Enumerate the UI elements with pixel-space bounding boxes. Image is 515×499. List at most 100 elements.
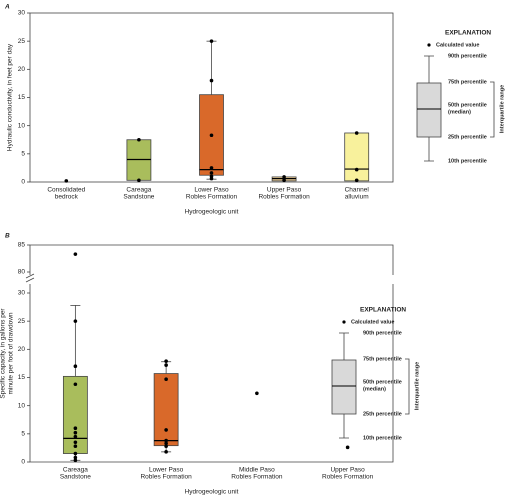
x-axis-label: Hydrogeologic unit bbox=[185, 209, 239, 216]
x-tick-label: Sandstone bbox=[60, 474, 91, 481]
data-point bbox=[73, 455, 78, 460]
x-tick-label: Lower Paso bbox=[194, 187, 229, 194]
data-point bbox=[73, 364, 78, 369]
data-point bbox=[73, 451, 78, 456]
x-tick-label: Middle Paso bbox=[239, 467, 275, 474]
data-point bbox=[137, 178, 141, 183]
data-point bbox=[354, 167, 359, 172]
data-point bbox=[255, 391, 259, 396]
x-tick-label: Careaga bbox=[126, 187, 151, 194]
data-point bbox=[209, 133, 214, 138]
explanation-label: 25th percentile bbox=[363, 411, 402, 417]
data-point bbox=[282, 178, 286, 183]
data-point bbox=[137, 137, 141, 142]
x-tick-label: alluvium bbox=[345, 194, 369, 201]
y-tick-label: 85 bbox=[18, 242, 26, 249]
explanation-label: 90th percentile bbox=[363, 330, 402, 336]
data-point bbox=[164, 441, 168, 446]
explanation-label: (median) bbox=[363, 386, 386, 392]
y-tick-label: 5 bbox=[21, 151, 25, 158]
data-point bbox=[354, 178, 359, 183]
data-point bbox=[164, 438, 168, 443]
x-tick-label: Robles Formation bbox=[322, 474, 374, 481]
data-point bbox=[209, 78, 214, 83]
explanation-label: (median) bbox=[448, 109, 471, 115]
data-point bbox=[209, 176, 214, 181]
y-tick-label: 20 bbox=[18, 66, 26, 73]
data-point bbox=[73, 434, 78, 439]
explanation-label: 25th percentile bbox=[448, 134, 487, 140]
data-point bbox=[164, 377, 168, 381]
explanation-label: Calculated value bbox=[351, 319, 394, 325]
explanation-dot bbox=[427, 43, 431, 47]
x-tick-label: Upper Paso bbox=[330, 467, 365, 474]
data-point bbox=[345, 445, 350, 450]
x-tick-label: Consolidated bbox=[47, 187, 85, 194]
y-axis-label: Specific capacity, in gallons per bbox=[0, 308, 7, 399]
data-point bbox=[209, 166, 214, 170]
explanation: EXPLANATION Calculated value 90th percenti… bbox=[331, 307, 420, 441]
iqr-label: Interquartile range bbox=[499, 85, 505, 133]
y-axis-label: minute per foot of drawdown bbox=[8, 312, 15, 394]
explanation-label: 75th percentile bbox=[363, 356, 402, 362]
data-point bbox=[73, 252, 78, 256]
explanation-whisker bbox=[424, 55, 434, 162]
data-point bbox=[73, 426, 78, 431]
x-tick-label: Robles Formation bbox=[231, 474, 283, 481]
y-axis-label: Hydraulic conductivity, in feet per day bbox=[7, 43, 14, 151]
explanation-title: EXPLANATION bbox=[360, 307, 406, 314]
y-tick-label: 15 bbox=[18, 94, 26, 101]
axis-break bbox=[25, 273, 35, 283]
y-tick-label: 10 bbox=[18, 402, 26, 409]
y-tick-label: 5 bbox=[21, 431, 25, 438]
x-tick-label: Robles Formation bbox=[258, 194, 310, 201]
data-point bbox=[354, 131, 359, 135]
iqr-bracket bbox=[490, 81, 495, 138]
explanation: EXPLANATION Calculated value 90th percenti… bbox=[416, 30, 505, 164]
data-point bbox=[164, 363, 168, 367]
x-tick-label: Robles Formation bbox=[140, 474, 192, 481]
panel-label: B bbox=[5, 233, 10, 240]
data-point bbox=[64, 179, 69, 183]
data-point bbox=[164, 359, 168, 363]
x-axis-label: Hydrogeologic unit bbox=[185, 489, 239, 496]
explanation-dot bbox=[342, 320, 346, 324]
data-point bbox=[164, 428, 168, 432]
data-point bbox=[164, 444, 168, 449]
x-tick-label: Lower Paso bbox=[149, 467, 184, 474]
y-tick-label: 30 bbox=[18, 290, 26, 297]
y-tick-label: 0 bbox=[21, 179, 25, 186]
y-tick-label: 80 bbox=[18, 269, 26, 276]
y-tick-label: 25 bbox=[18, 318, 26, 325]
x-tick-label: bedrock bbox=[55, 194, 79, 201]
explanation-box bbox=[416, 82, 442, 138]
x-tick-label: Upper Paso bbox=[267, 187, 302, 194]
axis-frame bbox=[29, 284, 394, 463]
x-tick-label: Careaga bbox=[63, 467, 88, 474]
explanation-label: 50th percentile bbox=[448, 102, 487, 108]
data-point bbox=[73, 444, 78, 449]
explanation-whisker bbox=[339, 332, 349, 439]
explanation-box bbox=[331, 359, 357, 415]
explanation-label: 75th percentile bbox=[448, 79, 487, 85]
data-point bbox=[73, 458, 78, 463]
box bbox=[153, 373, 179, 447]
data-point bbox=[73, 382, 78, 387]
panel-label: A bbox=[4, 4, 10, 11]
y-tick-label: 15 bbox=[18, 374, 26, 381]
data-point bbox=[164, 450, 168, 454]
iqr-bracket bbox=[405, 358, 410, 415]
y-tick-label: 25 bbox=[18, 38, 26, 45]
x-tick-label: Sandstone bbox=[123, 194, 154, 201]
box bbox=[344, 132, 370, 182]
x-tick-label: Robles Formation bbox=[186, 194, 238, 201]
data-point bbox=[282, 175, 286, 179]
explanation-label: Calculated value bbox=[436, 42, 479, 48]
y-tick-label: 10 bbox=[18, 122, 26, 129]
data-point bbox=[73, 430, 78, 435]
explanation-title: EXPLANATION bbox=[445, 30, 491, 37]
explanation-label: 90th percentile bbox=[448, 53, 487, 59]
data-point bbox=[209, 39, 214, 43]
axis-frame bbox=[29, 244, 394, 275]
